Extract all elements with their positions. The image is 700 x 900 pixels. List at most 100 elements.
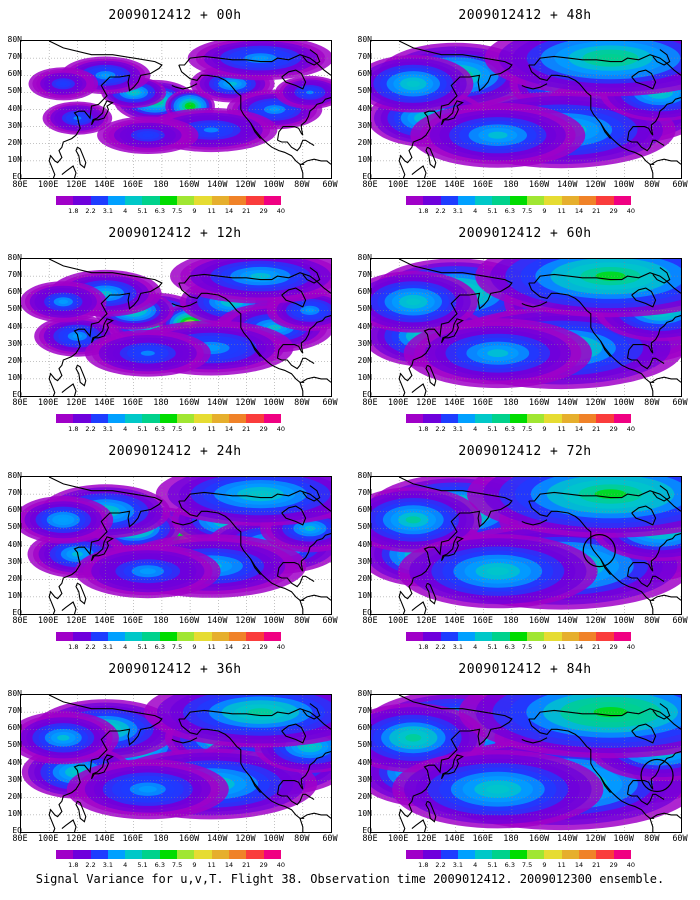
coastline <box>276 96 331 141</box>
colorbar-swatch <box>159 414 178 423</box>
lat-label: 80N <box>7 35 22 44</box>
coastline <box>652 267 671 284</box>
colorbar-label: 6.3 <box>154 425 165 433</box>
coastline <box>302 267 321 284</box>
colorbar-label: 5.1 <box>137 861 148 869</box>
lat-label: EQ <box>362 608 372 617</box>
panel-title: 2009012412 + 72h <box>458 444 592 459</box>
coastline <box>250 340 261 357</box>
colorbar-label: 3.1 <box>102 643 114 651</box>
coastline <box>528 272 681 294</box>
lon-label: 160W <box>528 180 550 190</box>
coastline <box>75 582 87 605</box>
lon-label: 120W <box>235 398 256 408</box>
highlight-circle <box>640 758 674 793</box>
coastline <box>398 695 513 832</box>
colorbar <box>56 850 281 859</box>
lon-label: 60W <box>322 834 338 844</box>
lon-label: 80E <box>12 616 28 626</box>
colorbar-swatch <box>561 632 579 641</box>
colorbar-label: 1.8 <box>68 643 79 651</box>
lon-label: 80W <box>294 834 310 844</box>
lon-label: 80E <box>362 616 378 626</box>
coastline <box>631 505 657 526</box>
map-panel: 2009012412 + 48h 80N 70N 60N 50N 40N 30N 20N 10N… <box>350 0 700 218</box>
contour-band <box>250 273 271 280</box>
lon-label: 180 <box>153 616 169 626</box>
map-frame <box>20 694 332 833</box>
lon-label: 100W <box>263 398 284 408</box>
lat-label: 10N <box>357 590 372 600</box>
lon-label: 100E <box>387 616 409 626</box>
contour-band <box>247 708 274 716</box>
lon-label: 180 <box>503 398 519 408</box>
colorbar-label: 4 <box>473 643 478 651</box>
contour-band <box>58 299 69 305</box>
colorbar-label: 40 <box>626 425 636 433</box>
signal-variance-field <box>371 477 681 610</box>
coastline <box>178 64 305 165</box>
colorbar-swatch <box>475 414 493 423</box>
lon-label: 80W <box>644 834 660 844</box>
graticule <box>371 477 681 614</box>
lon-label: 180 <box>503 180 519 190</box>
colorbar-label: 40 <box>276 643 286 651</box>
colorbar-label: 6.3 <box>154 861 165 869</box>
map-frame <box>20 258 332 397</box>
colorbar-label: 21 <box>242 861 251 869</box>
colorbar <box>56 414 281 423</box>
coastline <box>178 54 331 76</box>
signal-variance-field <box>21 259 331 377</box>
lon-label: 100W <box>263 834 284 844</box>
lon-label: 140W <box>557 616 578 626</box>
colorbar-swatch <box>177 414 195 423</box>
lon-label: 140W <box>557 180 578 190</box>
lon-label: 140E <box>444 180 465 190</box>
coastline <box>302 703 321 720</box>
lon-label: 160W <box>528 616 550 626</box>
coastline <box>299 818 304 832</box>
coastline <box>61 819 77 832</box>
colorbar-swatch <box>90 850 108 859</box>
contour-band <box>486 567 509 576</box>
coastline <box>521 737 548 744</box>
coastline <box>171 301 198 308</box>
colorbar-swatch <box>596 196 614 205</box>
lat-label: 80N <box>357 253 372 262</box>
lat-label: EQ <box>362 172 372 181</box>
contour-band <box>406 80 420 87</box>
lon-label: 60W <box>672 616 688 626</box>
coastline <box>281 69 307 90</box>
lat-label: 30N <box>7 338 22 348</box>
contour-band <box>268 324 282 331</box>
lon-label: 80E <box>362 834 378 844</box>
lat-label: 20N <box>7 355 22 365</box>
coastlines <box>48 477 331 614</box>
coastline <box>425 800 437 823</box>
colorbar-label: 40 <box>626 207 636 215</box>
colorbar-swatch <box>56 632 74 641</box>
lon-label: 80W <box>294 180 310 190</box>
panel-title: 2009012412 + 12h <box>108 226 242 241</box>
lon-label: 160E <box>472 180 493 190</box>
colorbar-label: 29 <box>609 425 618 433</box>
colorbar-swatch <box>406 196 424 205</box>
lat-label: 70N <box>7 488 22 498</box>
colorbar-label: 3.1 <box>452 643 464 651</box>
lon-label: 100W <box>613 398 634 408</box>
map-canvas <box>371 41 681 178</box>
colorbar-swatch <box>194 850 212 859</box>
colorbar-label: 1.8 <box>418 425 429 433</box>
lon-label: 120W <box>585 834 606 844</box>
coastline <box>178 282 305 383</box>
coastline <box>600 558 611 575</box>
lon-label: 80E <box>12 834 28 844</box>
colorbar-label: 3.1 <box>452 207 464 215</box>
colorbar-label: 5.1 <box>487 425 498 433</box>
lat-label: 40N <box>7 539 22 549</box>
colorbar-label: 11 <box>207 425 216 433</box>
colorbar-label: 11 <box>557 425 566 433</box>
colorbar-label: 1.8 <box>68 861 79 869</box>
lat-label: 10N <box>7 372 22 382</box>
lon-label: 140E <box>94 616 115 626</box>
